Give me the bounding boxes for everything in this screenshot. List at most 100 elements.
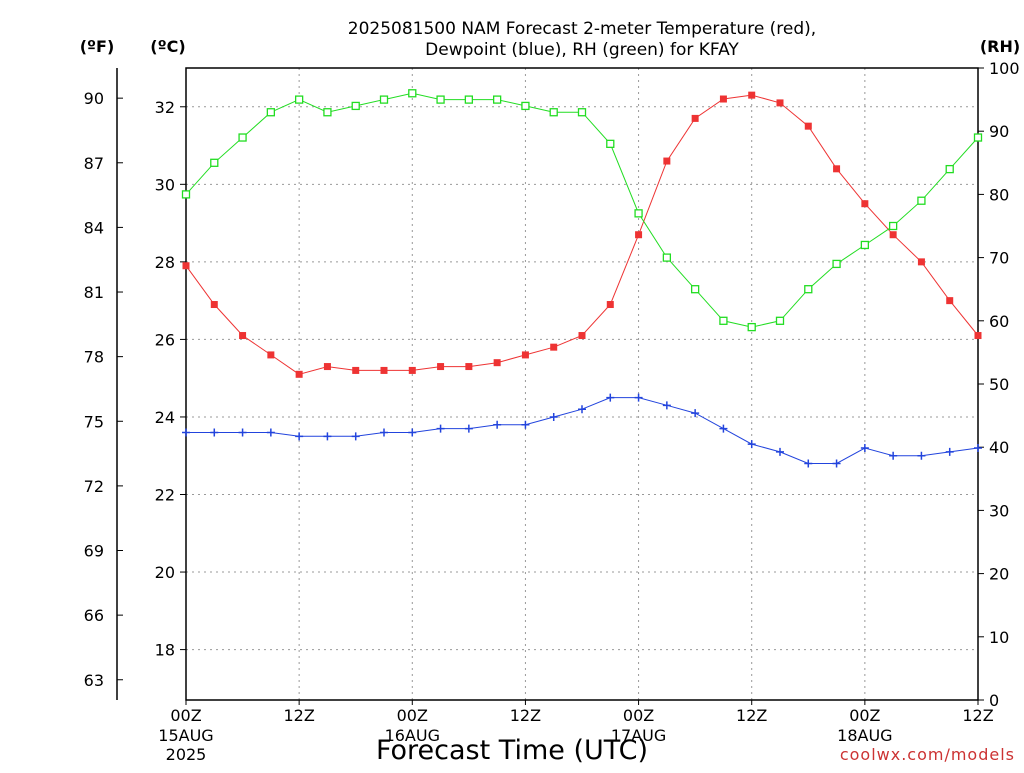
dewpoint-point xyxy=(662,401,671,410)
rh-tick-label: 0 xyxy=(989,691,999,710)
celsius-unit-label: (ºC) xyxy=(150,37,185,56)
rh-tick-label: 40 xyxy=(989,438,1009,457)
rh-point xyxy=(606,139,615,148)
temperature-point xyxy=(578,332,586,340)
rh-tick-label: 50 xyxy=(989,375,1009,394)
dewpoint-point xyxy=(804,459,813,468)
rh-point xyxy=(436,95,445,104)
x-tick-label: 00Z xyxy=(170,706,201,725)
x-tick-date-label: 15AUG xyxy=(158,726,213,745)
dewpoint-point xyxy=(691,409,700,418)
rh-tick-label: 90 xyxy=(989,122,1009,141)
dewpoint-point xyxy=(747,440,756,449)
dewpoint-point xyxy=(521,420,530,429)
temperature-point xyxy=(804,122,812,130)
dewpoint-point xyxy=(776,447,784,456)
temperature-point xyxy=(323,363,331,371)
rh-tick-label: 20 xyxy=(989,565,1009,584)
celsius-tick-label: 18 xyxy=(155,641,175,660)
x-tick-label: 12Z xyxy=(736,706,767,725)
fahrenheit-tick-label: 78 xyxy=(84,348,104,367)
temperature-point xyxy=(946,297,954,305)
rh-point xyxy=(888,221,898,231)
dewpoint-point xyxy=(493,420,502,429)
fahrenheit-unit-label: (ºF) xyxy=(80,37,115,56)
x-tick-label: 00Z xyxy=(623,706,654,725)
rh-point xyxy=(577,108,587,117)
rh-point xyxy=(210,158,219,167)
x-tick-date-label: 18AUG xyxy=(837,726,892,745)
rh-point xyxy=(464,95,474,104)
temperature-point xyxy=(408,366,416,374)
x-tick-year-label: 2025 xyxy=(166,745,207,764)
temperature-point xyxy=(663,157,671,165)
chart-title-line2: Dewpoint (blue), RH (green) for KFAY xyxy=(425,40,739,60)
dewpoint-point xyxy=(945,447,954,456)
fahrenheit-tick-label: 90 xyxy=(84,89,104,108)
dewpoint-point xyxy=(323,432,332,441)
rh-tick-label: 100 xyxy=(989,59,1020,78)
fahrenheit-tick-label: 72 xyxy=(84,477,104,496)
dewpoint-point xyxy=(578,405,586,414)
rh-point xyxy=(634,209,643,218)
temperature-point xyxy=(606,301,614,309)
dewpoint-point xyxy=(549,412,558,421)
temperature-point xyxy=(521,351,529,359)
rh-point xyxy=(521,101,530,111)
rh-point xyxy=(747,322,756,332)
temperature-point xyxy=(493,359,501,367)
temperature-point xyxy=(550,343,558,351)
dewpoint-point xyxy=(238,428,247,437)
temperature-point xyxy=(210,301,218,309)
temperature-point xyxy=(352,366,360,374)
dewpoint-point xyxy=(182,428,190,437)
rh-point xyxy=(860,240,870,250)
dewpoint-point xyxy=(889,451,898,460)
rh-line xyxy=(185,92,979,328)
rh-tick-label: 80 xyxy=(989,185,1009,204)
dewpoint-point xyxy=(974,443,982,452)
celsius-tick-label: 22 xyxy=(155,486,175,505)
fahrenheit-tick-label: 63 xyxy=(84,671,104,690)
rh-point xyxy=(775,316,785,325)
temperature-point xyxy=(182,262,190,270)
rh-point xyxy=(662,253,672,262)
temperature-point xyxy=(719,95,727,103)
rh-point xyxy=(238,133,247,142)
dewpoint-point xyxy=(295,432,304,441)
rh-point xyxy=(266,108,276,117)
temperature-point xyxy=(889,231,897,239)
x-tick-label: 00Z xyxy=(849,706,880,725)
temperature-point xyxy=(437,363,445,371)
dewpoint-point xyxy=(266,428,275,437)
series-layer xyxy=(181,89,983,468)
dewpoint-point xyxy=(917,451,926,460)
temperature-point xyxy=(776,99,784,107)
rh-tick-label: 70 xyxy=(989,249,1009,268)
dewpoint-point xyxy=(351,432,360,441)
dewpoint-point xyxy=(606,393,615,402)
dewpoint-point xyxy=(860,443,869,452)
dewpoint-point xyxy=(436,424,445,433)
temperature-point xyxy=(465,363,473,371)
rh-point xyxy=(323,108,332,117)
temperature-point xyxy=(295,370,303,378)
x-tick-label: 00Z xyxy=(397,706,428,725)
rh-point xyxy=(804,285,813,294)
x-axis-title: Forecast Time (UTC) xyxy=(376,735,648,766)
temperature-point xyxy=(635,231,643,239)
fahrenheit-tick-label: 75 xyxy=(84,412,104,431)
rh-series xyxy=(181,89,983,332)
dewpoint-point xyxy=(464,424,473,433)
dewpoint-point xyxy=(408,428,417,437)
fahrenheit-tick-label: 81 xyxy=(84,283,104,302)
rh-point xyxy=(492,95,502,104)
dewpoint-point xyxy=(832,459,841,468)
temperature-point xyxy=(691,114,699,122)
fahrenheit-tick-label: 84 xyxy=(84,218,104,237)
celsius-tick-label: 32 xyxy=(155,98,175,117)
rh-tick-label: 60 xyxy=(989,312,1009,331)
x-tick-date-label: 16AUG xyxy=(385,726,440,745)
